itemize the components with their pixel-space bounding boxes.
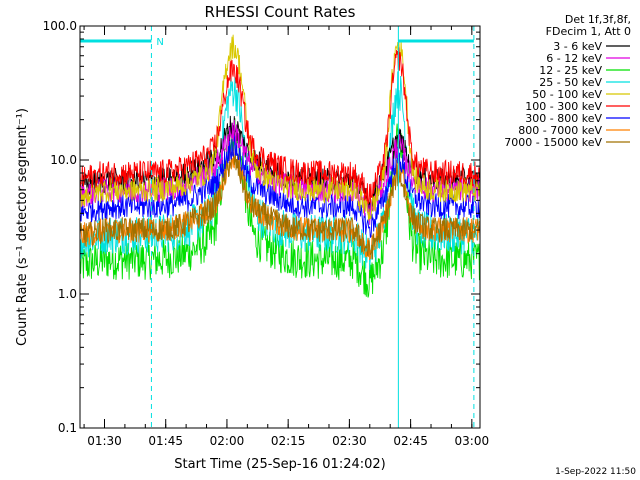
x-tick-label: 02:45: [393, 434, 428, 448]
y-tick-label: 0.1: [58, 421, 77, 435]
legend-label: 12 - 25 keV: [539, 64, 602, 77]
series-line: [79, 34, 481, 221]
x-tick-label: 02:00: [210, 434, 245, 448]
x-tick-label: 02:30: [332, 434, 367, 448]
legend-header: FDecim 1, Att 0: [546, 25, 631, 38]
legend-label: 6 - 12 keV: [546, 52, 602, 65]
legend-label: 50 - 100 keV: [532, 88, 602, 101]
series-line: [79, 151, 481, 260]
y-tick-label: 1.0: [58, 287, 77, 301]
chart-title: RHESSI Count Rates: [205, 3, 356, 21]
attenuator-label: N: [156, 37, 163, 48]
series-line: [79, 47, 481, 204]
x-axis-label: Start Time (25-Sep-16 01:24:02): [174, 457, 385, 472]
legend-label: 3 - 6 keV: [553, 40, 602, 53]
legend-label: 7000 - 15000 keV: [504, 136, 602, 149]
legend-label: 100 - 300 keV: [525, 100, 602, 113]
x-axis: 01:30 01:45 02:00 02:15 02:30 02:45 03:00: [83, 26, 490, 448]
series-lines: [79, 34, 481, 298]
legend-label: 25 - 50 keV: [539, 76, 602, 89]
y-axis: 0.1 1.0 10.0 100.0: [43, 19, 480, 435]
series-line: [79, 118, 481, 298]
footer-timestamp: 1-Sep-2022 11:50: [555, 467, 636, 477]
y-axis-label: Count Rate (s⁻¹ detector segment⁻¹): [15, 108, 30, 346]
legend-header: Det 1f,3f,8f,: [565, 13, 631, 26]
y-tick-label: 100.0: [43, 19, 77, 33]
x-tick-label: 01:45: [148, 434, 183, 448]
legend-label: 800 - 7000 keV: [518, 124, 602, 137]
legend-label: 300 - 800 keV: [525, 112, 602, 125]
x-tick-label: 02:15: [271, 434, 306, 448]
y-tick-label: 10.0: [50, 153, 77, 167]
x-tick-label: 03:00: [455, 434, 490, 448]
series-line: [79, 134, 481, 239]
x-tick-label: 01:30: [87, 434, 122, 448]
plot-frame: [79, 25, 481, 429]
